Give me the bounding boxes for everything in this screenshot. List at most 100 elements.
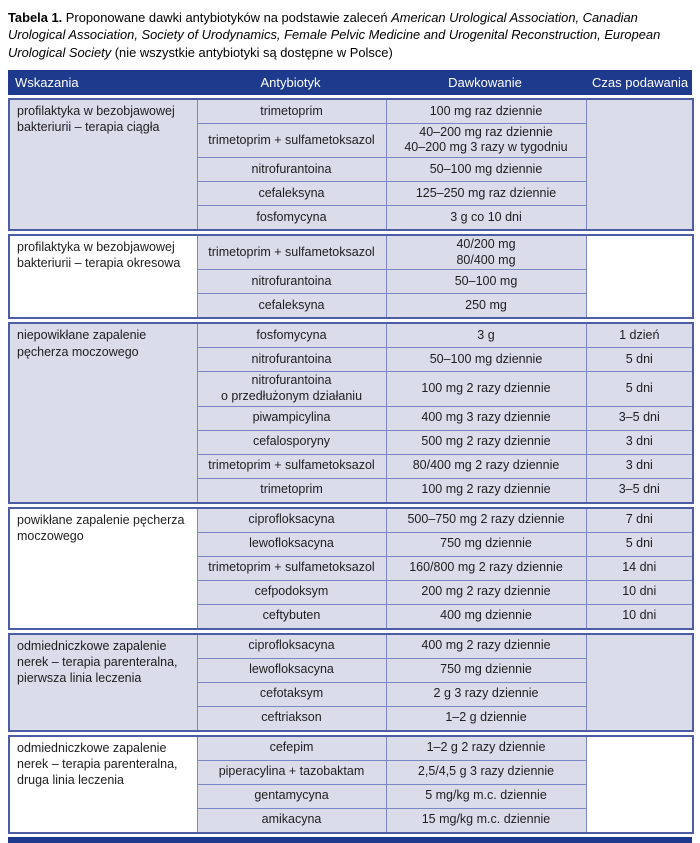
dose-cell: 40–200 mg raz dziennie 40–200 mg 3 razy … [385,122,587,159]
duration-cell-merged [585,98,694,231]
antibiotic-cell: ciprofloksacyna [196,633,387,659]
dose-cell: 40/200 mg 80/400 mg [385,234,587,271]
dose-cell: 3 g co 10 dni [385,205,587,231]
column-header-dawkowanie: Dawkowanie [385,69,585,95]
caption-text-end: (nie wszystkie antybiotyki są dostępne w… [111,44,393,60]
caption-societies: American Urological Association, Canadia… [8,10,661,60]
dose-cell: 400 mg dziennie [385,603,587,630]
dose-cell: 2,5/4,5 g 3 razy dziennie [385,759,587,785]
table-section: profilaktyka w bezobjawowej bakteriurii … [8,97,694,232]
duration-cell: 3 dni [585,453,694,479]
antibiotic-cell: gentamycyna [196,783,387,809]
antibiotic-cell: ceftriakson [196,705,387,732]
dose-cell: 500 mg 2 razy dziennie [385,429,587,455]
indication-cell: profilaktyka w bezobjawowej bakteriurii … [8,98,198,231]
caption-text: Proponowane dawki antybiotyków na podsta… [62,10,392,25]
duration-cell: 10 dni [585,603,694,630]
duration-cell: 10 dni [585,579,694,605]
dose-cell: 50–100 mg [385,269,587,295]
duration-cell: 7 dni [585,507,694,533]
dose-cell: 15 mg/kg m.c. dziennie [385,807,587,834]
antibiotic-cell: piperacylina + tazobaktam [196,759,387,785]
dose-cell: 2 g 3 razy dziennie [385,681,587,707]
table-row: cefotaksym 2 g 3 razy dziennie [9,681,693,707]
table-row: nitrofurantoina 50–100 mg dziennie [9,157,693,183]
antibiotic-cell: ceftybuten [196,603,387,630]
table-row: ceftriakson 1–2 g dziennie [9,705,693,732]
table-row: ceftybuten 400 mg dziennie 10 dni [9,603,694,630]
table-row: trimetoprim + sulfametoksazol 160/800 mg … [9,555,694,581]
duration-cell: 3–5 dni [585,405,694,431]
antibiotic-cell: amikacyna [196,807,387,834]
dose-cell: 100 mg raz dziennie [385,98,587,124]
duration-cell-merged [585,234,694,319]
table-row: odmiedniczkowe zapalenie nerek – terapia… [8,735,694,834]
table-row: cefaleksyna 250 mg [9,293,693,319]
dose-cell: 250 mg [385,293,587,319]
table-row: cefaleksyna 125–250 mg raz dziennie [9,181,693,207]
duration-cell: 5 dni [585,371,694,407]
table-row: trimetoprim + sulfametoksazol 40–200 mg r… [9,122,693,159]
table-row: lewofloksacyna 750 mg dziennie 5 dni [9,531,694,557]
column-header-czas-podawania: Czas podawania [585,69,692,95]
table-row: nitrofurantoina 50–100 mg dziennie 5 dni [9,347,694,373]
dose-cell: 3 g [385,322,587,349]
antibiotic-cell: cefaleksyna [196,293,387,319]
dose-cell: 160/800 mg 2 razy dziennie [385,555,587,581]
antibiotic-cell: lewofloksacyna [196,531,387,557]
caption-label: Tabela 1. [8,10,63,25]
antibiotic-cell: cefaleksyna [196,181,387,207]
table-row: odmiedniczkowe zapalenie nerek – terapia… [8,633,694,732]
indication-cell: profilaktyka w bezobjawowej bakteriurii … [8,234,198,319]
indication-cell: niepowikłane zapalenie pęcherza moczoweg… [8,322,198,504]
table-row: nitrofurantoina 50–100 mg [9,269,693,295]
dose-cell: 125–250 mg raz dziennie [385,181,587,207]
table-section: niepowikłane zapalenie pęcherza moczoweg… [8,322,694,504]
indication-cell: odmiedniczkowe zapalenie nerek – terapia… [8,735,198,834]
dose-cell: 400 mg 2 razy dziennie [385,633,587,659]
table-section: odmiedniczkowe zapalenie nerek – terapia… [8,632,694,732]
antibiotic-cell: cefalosporyny [196,429,387,455]
antibiotic-cell: trimetoprim + sulfametoksazol [196,453,387,479]
table-row: cefpodoksym 200 mg 2 razy dziennie 10 dni [9,579,694,605]
table-row: fosfomycyna 3 g co 10 dni [9,205,693,231]
column-header-antybiotyk: Antybiotyk [196,69,385,95]
table-section: powikłane zapalenie pęcherza moczowego ci… [8,506,694,630]
duration-cell: 14 dni [585,555,694,581]
column-header-wskazania: Wskazania [8,69,196,95]
table-row: lewofloksacyna 750 mg dziennie [9,657,693,683]
antibiotic-cell: fosfomycyna [196,322,387,349]
table-section: odmiedniczkowe zapalenie nerek – terapia… [8,734,694,834]
table-row: trimetoprim 100 mg 2 razy dziennie 3–5 dni [9,477,694,504]
antibiotic-cell: trimetoprim + sulfametoksazol [196,234,387,271]
antibiotic-cell: trimetoprim [196,98,387,124]
dose-cell: 750 mg dziennie [385,657,587,683]
duration-cell: 3 dni [585,429,694,455]
dose-cell: 1–2 g 2 razy dziennie [385,735,587,761]
antibiotic-cell: cefpodoksym [196,579,387,605]
dose-cell: 5 mg/kg m.c. dziennie [385,783,587,809]
table-row: piperacylina + tazobaktam 2,5/4,5 g 3 raz… [9,759,693,785]
duration-cell: 5 dni [585,347,694,373]
indication-cell: odmiedniczkowe zapalenie nerek – terapia… [8,633,198,732]
antibiotic-cell: nitrofurantoina o przedłużonym działaniu [196,371,387,407]
table-row: piwampicylina 400 mg 3 razy dziennie 3–5 d… [9,405,694,431]
table-row: nitrofurantoina o przedłużonym działaniu… [9,371,694,407]
table-bottom-rule [8,836,692,843]
antibiotic-cell: piwampicylina [196,405,387,431]
antibiotic-cell: cefepim [196,735,387,761]
table-row: gentamycyna 5 mg/kg m.c. dziennie [9,783,693,809]
dose-cell: 200 mg 2 razy dziennie [385,579,587,605]
indication-cell: powikłane zapalenie pęcherza moczowego [8,507,198,630]
duration-cell-merged [585,735,694,834]
antibiotic-cell: cefotaksym [196,681,387,707]
antibiotic-cell: trimetoprim + sulfametoksazol [196,555,387,581]
antibiotic-cell: nitrofurantoina [196,157,387,183]
dose-cell: 400 mg 3 razy dziennie [385,405,587,431]
antibiotic-cell: lewofloksacyna [196,657,387,683]
table-caption: Tabela 1. Proponowane dawki antybiotyków… [8,9,692,61]
table-section: profilaktyka w bezobjawowej bakteriurii … [8,234,694,320]
antibiotic-cell: trimetoprim [196,477,387,504]
antibiotic-cell: ciprofloksacyna [196,507,387,533]
